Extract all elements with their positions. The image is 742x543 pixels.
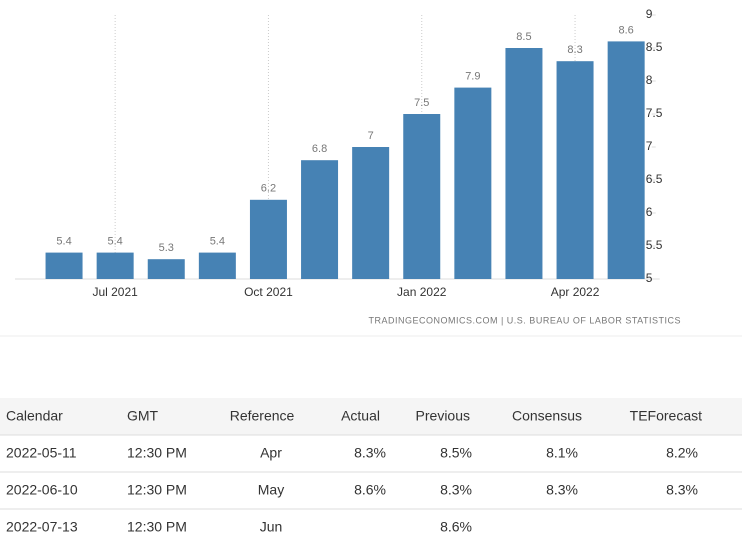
table-cell: 8.5% [440,445,472,461]
table-cell: 8.2% [666,445,698,461]
table-header: GMT [127,408,159,424]
value-label: 8.3 [567,44,582,56]
table-cell: May [258,482,284,498]
bar [249,199,287,279]
bar [147,259,185,279]
table-header: Calendar [6,408,63,424]
value-label: 5.3 [159,242,174,254]
table-cell: 12:30 PM [127,445,187,461]
bar [556,61,594,280]
value-label: 8.6 [619,24,634,36]
value-label: 5.4 [56,236,71,248]
bar [352,147,390,279]
bar [45,252,83,279]
x-tick-label: Oct 2021 [244,285,293,299]
y-tick-label: 6 [646,205,653,219]
table-cell: 8.3% [666,482,698,498]
x-tick-label: Jan 2022 [397,285,447,299]
value-label: 6.2 [261,183,276,195]
table-cell: 8.6% [440,519,472,535]
y-tick-label: 9 [646,7,653,21]
y-tick-label: 8 [646,73,653,87]
x-tick-label: Apr 2022 [551,285,600,299]
value-label: 8.5 [516,31,531,43]
y-tick-label: 5 [646,271,653,285]
table-cell: 12:30 PM [127,482,187,498]
table-cell: 2022-06-10 [6,482,78,498]
value-label: 5.4 [108,236,123,248]
y-tick-label: 7 [646,139,653,153]
value-label: 5.4 [210,236,225,248]
bar [505,48,543,279]
table-cell: 8.1% [546,445,578,461]
bar [403,114,441,279]
table-cell: 2022-05-11 [6,445,77,461]
table-cell: 8.3% [440,482,472,498]
table-header: Actual [341,408,380,424]
value-label: 7.9 [465,71,480,83]
bar [454,87,492,279]
table-header: TEForecast [630,408,702,424]
bar [96,252,134,279]
y-tick-label: 5.5 [646,238,663,252]
value-label: 7 [368,130,374,142]
y-tick-label: 6.5 [646,172,663,186]
table-cell: 8.3% [546,482,578,498]
table-cell: Apr [260,445,282,461]
source: TRADINGECONOMICS.COM | U.S. BUREAU OF LA… [368,315,681,325]
table-header: Reference [230,408,295,424]
value-label: 6.8 [312,143,327,155]
bar [607,41,645,280]
x-tick-label: Jul 2021 [92,285,138,299]
value-label: 7.5 [414,97,429,109]
bar [198,252,236,279]
table-cell: 8.3% [354,445,386,461]
table-header: Previous [416,408,470,424]
y-tick-label: 7.5 [646,106,663,120]
table-cell: 8.6% [354,482,386,498]
table-cell: Jun [260,519,283,535]
table-header: Consensus [512,408,582,424]
table-cell: 2022-07-13 [6,519,78,535]
y-tick-label: 8.5 [646,40,663,54]
bar [301,160,339,279]
table-cell: 12:30 PM [127,519,187,535]
table-header-bg [0,398,742,435]
